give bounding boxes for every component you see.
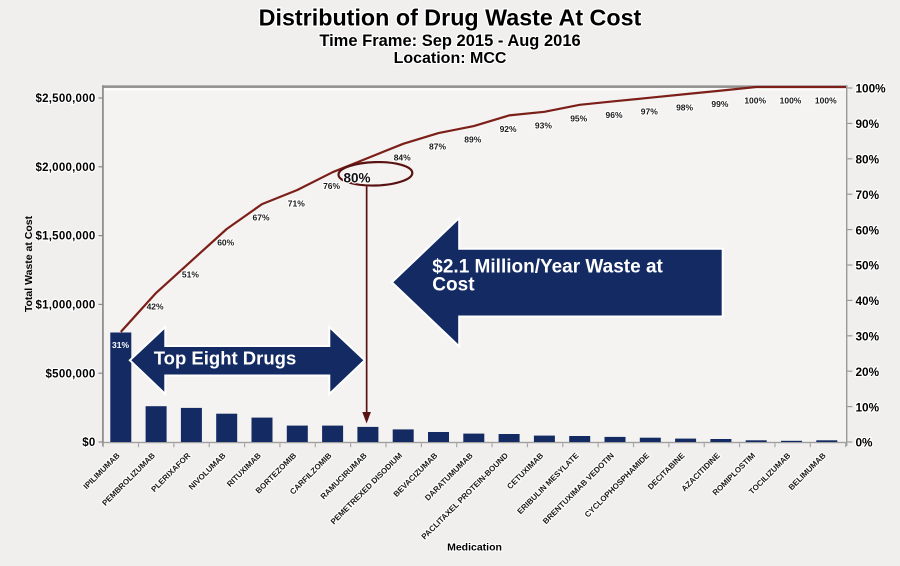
svg-text:80%: 80% bbox=[344, 171, 371, 186]
svg-text:100%: 100% bbox=[815, 96, 837, 106]
svg-text:87%: 87% bbox=[429, 142, 446, 152]
svg-text:80%: 80% bbox=[856, 153, 880, 167]
svg-text:$2,000,000: $2,000,000 bbox=[35, 162, 95, 174]
svg-text:100%: 100% bbox=[780, 96, 802, 106]
svg-text:10%: 10% bbox=[856, 400, 880, 414]
svg-text:$2,500,000: $2,500,000 bbox=[35, 93, 95, 105]
svg-text:$500,000: $500,000 bbox=[46, 368, 96, 380]
svg-text:$2.1 Million/Year Waste at: $2.1 Million/Year Waste at bbox=[432, 256, 663, 277]
svg-text:Top Eight Drugs: Top Eight Drugs bbox=[154, 347, 297, 368]
svg-text:97%: 97% bbox=[641, 106, 658, 116]
svg-text:100%: 100% bbox=[856, 82, 887, 96]
svg-text:20%: 20% bbox=[856, 365, 880, 379]
svg-text:Location: MCC: Location: MCC bbox=[394, 50, 507, 67]
svg-text:90%: 90% bbox=[856, 117, 880, 131]
svg-text:Time Frame: Sep 2015 - Aug 201: Time Frame: Sep 2015 - Aug 2016 bbox=[319, 32, 580, 50]
svg-text:Total Waste at Cost: Total Waste at Cost bbox=[23, 215, 35, 312]
svg-text:60%: 60% bbox=[217, 238, 234, 248]
svg-text:0%: 0% bbox=[856, 436, 874, 450]
svg-text:51%: 51% bbox=[182, 270, 199, 280]
svg-text:89%: 89% bbox=[464, 135, 481, 145]
svg-text:71%: 71% bbox=[288, 199, 305, 209]
svg-text:84%: 84% bbox=[394, 152, 411, 162]
svg-text:$0: $0 bbox=[82, 437, 95, 449]
svg-text:96%: 96% bbox=[605, 110, 622, 120]
svg-text:92%: 92% bbox=[500, 124, 517, 134]
svg-text:99%: 99% bbox=[711, 99, 728, 109]
svg-text:76%: 76% bbox=[323, 181, 340, 191]
svg-text:70%: 70% bbox=[856, 188, 880, 202]
svg-text:98%: 98% bbox=[676, 103, 693, 113]
svg-text:$1,000,000: $1,000,000 bbox=[35, 300, 95, 312]
svg-text:93%: 93% bbox=[535, 120, 552, 130]
svg-text:31%: 31% bbox=[112, 340, 129, 350]
svg-text:Distribution of Drug Waste At: Distribution of Drug Waste At Cost bbox=[259, 4, 642, 30]
svg-text:42%: 42% bbox=[147, 302, 164, 312]
svg-text:95%: 95% bbox=[570, 113, 587, 123]
svg-text:Cost: Cost bbox=[432, 275, 475, 296]
svg-text:50%: 50% bbox=[856, 259, 880, 273]
svg-text:$1,500,000: $1,500,000 bbox=[35, 231, 95, 243]
svg-text:67%: 67% bbox=[252, 213, 269, 223]
svg-text:Medication: Medication bbox=[447, 542, 502, 554]
svg-text:40%: 40% bbox=[856, 294, 880, 308]
svg-text:30%: 30% bbox=[856, 330, 880, 344]
svg-text:60%: 60% bbox=[856, 223, 880, 237]
svg-text:100%: 100% bbox=[744, 96, 766, 106]
